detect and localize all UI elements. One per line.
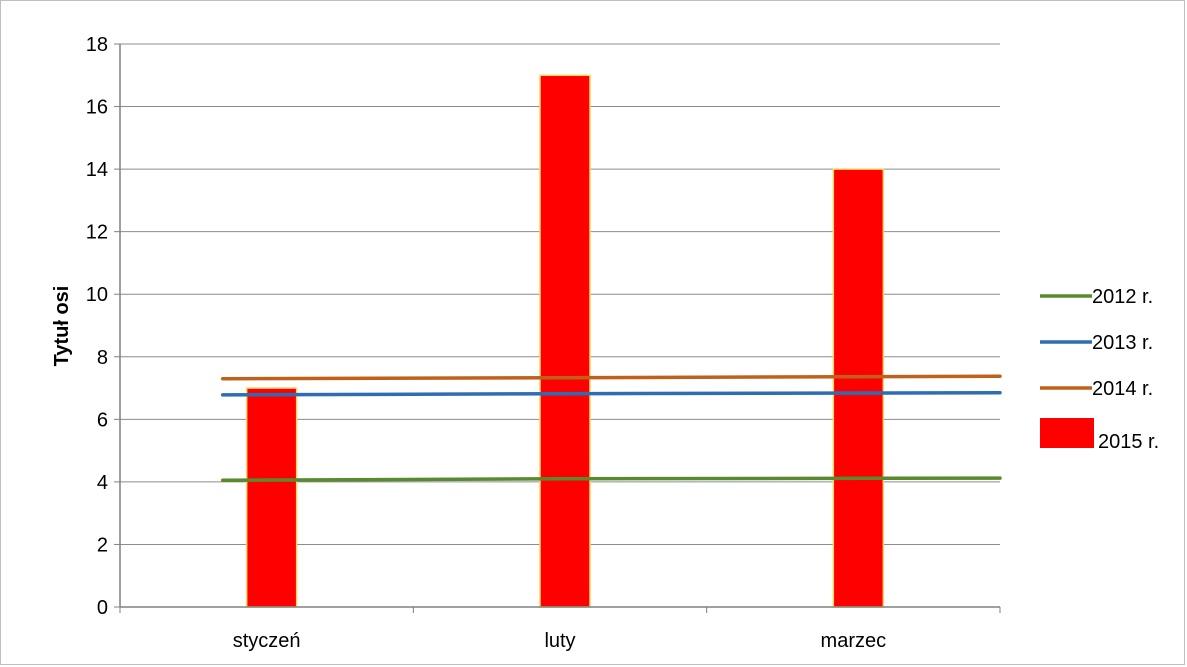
y-tick-label: 0 (97, 597, 108, 619)
legend: 2012 r. 2013 r. 2014 r. 2015 r. (1040, 286, 1159, 453)
bar (539, 74, 591, 608)
y-tick-label: 2 (97, 534, 108, 556)
series-line (220, 374, 1002, 381)
y-tick-label: 18 (86, 34, 108, 56)
legend-label: 2013 r. (1092, 332, 1153, 354)
legend-label: 2015 r. (1098, 431, 1159, 453)
y-tick-label: 8 (97, 347, 108, 369)
series-line (220, 390, 1002, 397)
y-tick-label: 16 (86, 97, 108, 119)
y-axis-title: Tytuł osi (51, 286, 73, 367)
line-series (220, 374, 1002, 483)
x-tick-labels: styczeń luty marzec (119, 607, 1001, 652)
bar (245, 387, 298, 608)
x-tick-label: marzec (821, 630, 887, 652)
legend-label: 2012 r. (1092, 286, 1153, 308)
y-tick-labels: 0 2 4 6 8 10 12 14 16 18 (86, 34, 120, 619)
y-tick-label: 6 (97, 409, 108, 431)
y-tick-label: 12 (86, 222, 108, 244)
y-tick-label: 10 (86, 284, 108, 306)
y-tick-label: 14 (86, 159, 108, 181)
x-tick-label: luty (544, 630, 575, 652)
bar-series (245, 74, 885, 608)
legend-label: 2014 r. (1092, 378, 1153, 400)
bar (832, 168, 885, 608)
series-line (220, 476, 1002, 483)
legend-swatch (1040, 418, 1094, 448)
x-tick-label: styczeń (233, 630, 301, 652)
y-tick-label: 4 (97, 472, 108, 494)
